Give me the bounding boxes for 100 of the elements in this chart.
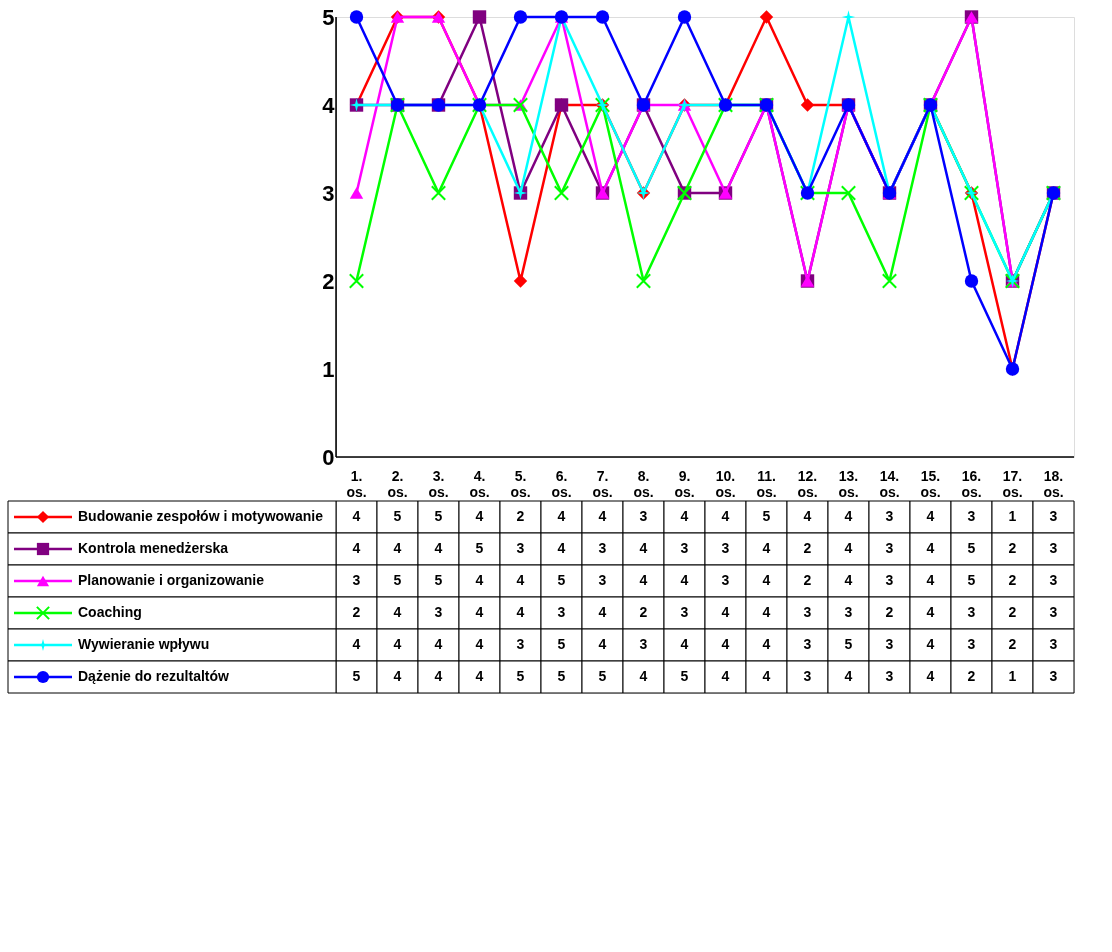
data-label: 3 [885, 540, 894, 556]
data-label: 4 [557, 540, 566, 556]
data-label: 3 [885, 668, 894, 684]
data-label: 4 [598, 636, 607, 652]
x-tick-label: 14. os. [879, 467, 900, 500]
data-label: 3 [598, 540, 607, 556]
data-label: 4 [680, 636, 689, 652]
data-label: 3 [352, 572, 361, 588]
data-label: 5 [557, 668, 566, 684]
data-label: 5 [434, 508, 443, 524]
data-label: 4 [557, 508, 566, 524]
x-tick-label: 16. os. [961, 467, 982, 500]
data-label: 5 [967, 540, 976, 556]
data-label: 5 [475, 540, 484, 556]
data-label: 2 [803, 572, 812, 588]
data-label: 3 [885, 636, 894, 652]
data-label: 4 [352, 508, 361, 524]
data-label: 4 [475, 668, 484, 684]
data-label: 4 [803, 508, 812, 524]
data-label: 3 [803, 604, 812, 620]
data-label: 3 [434, 604, 443, 620]
data-label: 3 [598, 572, 607, 588]
x-tick-label: 10. os. [715, 467, 736, 500]
data-label: 4 [352, 540, 361, 556]
legend-label: Coaching [78, 604, 142, 620]
data-label: 3 [967, 508, 976, 524]
data-label: 4 [762, 540, 771, 556]
data-label: 1 [1008, 668, 1017, 684]
data-label: 5 [393, 508, 402, 524]
data-label: 3 [639, 636, 648, 652]
legend-label: Budowanie zespołów i motywowanie [78, 508, 324, 524]
data-label: 4 [393, 668, 402, 684]
data-label: 3 [967, 636, 976, 652]
data-label: 1 [1008, 508, 1017, 524]
data-label: 4 [762, 604, 771, 620]
x-tick-label: 3. os. [428, 467, 449, 500]
x-tick-label: 5. os. [510, 467, 531, 500]
data-label: 4 [926, 508, 935, 524]
data-label: 5 [680, 668, 689, 684]
data-label: 3 [1049, 604, 1058, 620]
data-label: 4 [926, 604, 935, 620]
data-label: 3 [557, 604, 566, 620]
data-label: 4 [393, 604, 402, 620]
data-label: 5 [352, 668, 361, 684]
data-label: 5 [393, 572, 402, 588]
data-label: 3 [680, 540, 689, 556]
data-label: 4 [844, 668, 853, 684]
data-label: 4 [475, 572, 484, 588]
data-label: 3 [721, 572, 730, 588]
y-tick-label: 2 [322, 268, 335, 294]
data-label: 5 [598, 668, 607, 684]
data-label: 4 [926, 572, 935, 588]
legend-label: Wywieranie wpływu [78, 636, 210, 652]
x-tick-label: 6. os. [551, 467, 572, 500]
data-label: 3 [803, 636, 812, 652]
data-label: 5 [557, 636, 566, 652]
data-label: 4 [762, 572, 771, 588]
data-label: 3 [967, 604, 976, 620]
x-tick-label: 4. os. [469, 467, 490, 500]
data-label: 4 [475, 636, 484, 652]
data-label: 4 [434, 540, 443, 556]
data-label: 4 [598, 508, 607, 524]
data-label: 4 [926, 636, 935, 652]
x-tick-label: 18. os. [1043, 467, 1064, 500]
data-label: 4 [844, 508, 853, 524]
y-tick-label: 0 [322, 444, 335, 470]
data-label: 3 [721, 540, 730, 556]
data-label: 4 [680, 572, 689, 588]
x-tick-label: 11. os. [756, 467, 777, 500]
data-label: 4 [721, 668, 730, 684]
data-label: 3 [885, 572, 894, 588]
x-tick-label: 2. os. [387, 467, 408, 500]
data-label: 4 [844, 540, 853, 556]
data-label: 4 [393, 540, 402, 556]
data-label: 4 [516, 572, 525, 588]
x-tick-label: 9. os. [674, 467, 695, 500]
legend-label: Dążenie do rezultaltów [78, 668, 230, 684]
data-label: 4 [639, 540, 648, 556]
data-label: 2 [1008, 636, 1017, 652]
data-label: 5 [557, 572, 566, 588]
data-label: 4 [721, 636, 730, 652]
data-label: 3 [1049, 572, 1058, 588]
data-label: 4 [434, 668, 443, 684]
data-label: 3 [639, 508, 648, 524]
x-tick-label: 17. os. [1002, 467, 1023, 500]
y-tick-label: 4 [322, 92, 336, 118]
data-label: 2 [516, 508, 525, 524]
data-label: 2 [639, 604, 648, 620]
data-label: 4 [352, 636, 361, 652]
data-label: 5 [844, 636, 853, 652]
data-label: 4 [516, 604, 525, 620]
data-label: 3 [1049, 508, 1058, 524]
legend-label: Kontrola menedżerska [78, 540, 229, 556]
legend-label: Planowanie i organizowanie [78, 572, 265, 588]
data-label: 4 [844, 572, 853, 588]
data-label: 4 [721, 604, 730, 620]
y-tick-label: 3 [322, 180, 335, 206]
data-label: 3 [844, 604, 853, 620]
data-label: 5 [967, 572, 976, 588]
data-label: 4 [926, 668, 935, 684]
